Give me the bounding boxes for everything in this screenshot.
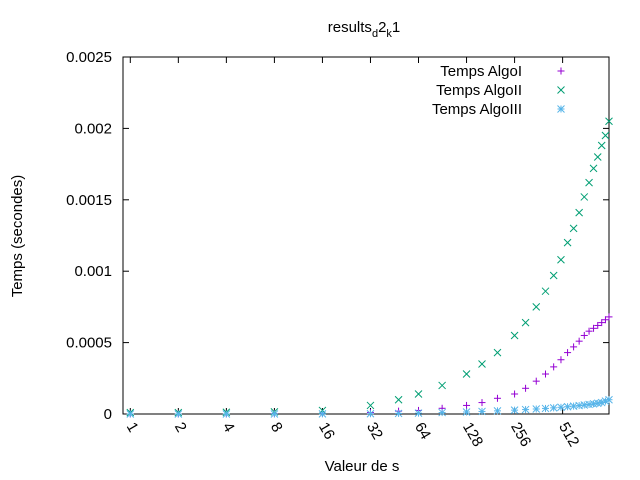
- data-point-series-0: [532, 377, 540, 385]
- data-point-series-1: [589, 164, 598, 173]
- x-axis-label: Valeur de s: [325, 458, 400, 475]
- data-point-series-1: [605, 117, 613, 126]
- data-point-series-0: [463, 401, 471, 409]
- x-tick-label: 128: [459, 420, 486, 450]
- data-point-series-0: [570, 343, 578, 351]
- data-point-series-2: [549, 404, 558, 412]
- data-point-series-1: [580, 193, 589, 201]
- data-point-series-1: [575, 208, 584, 217]
- legend-label: Temps AlgoIII: [432, 101, 522, 118]
- legend: Temps AlgoI Temps AlgoII Temps AlgoIII: [432, 63, 565, 118]
- data-point-series-1: [597, 141, 606, 150]
- y-tick-label: 0.0015: [66, 192, 112, 209]
- data-point-series-1: [549, 271, 558, 280]
- data-point-series-0: [542, 370, 550, 378]
- data-point-series-1: [394, 395, 403, 404]
- data-point-series-0: [511, 390, 519, 398]
- data-point-series-1: [366, 401, 375, 410]
- y-tick-label: 0.0025: [66, 49, 112, 66]
- y-tick-label: 0.002: [74, 120, 112, 137]
- data-point-series-2: [222, 410, 231, 418]
- data-point-series-0: [580, 331, 588, 339]
- x-tick-label: 2: [171, 420, 190, 436]
- data-point-series-1: [563, 238, 572, 247]
- data-point-series-1: [601, 131, 610, 140]
- data-point-series-1: [593, 153, 602, 161]
- data-point-series-2: [605, 395, 613, 404]
- data-point-series-2: [394, 409, 403, 418]
- data-point-series-1: [541, 287, 550, 296]
- data-point-series-2: [557, 403, 565, 412]
- x-tick-label: 256: [507, 420, 534, 450]
- data-point-series-2: [575, 401, 584, 410]
- data-point-series-2: [462, 408, 471, 416]
- data-point-series-2: [126, 410, 135, 418]
- plot-area-border: [122, 56, 610, 415]
- x-tick-label: 8: [267, 420, 286, 436]
- x-tick-label: 16: [315, 420, 338, 443]
- y-tick-label: 0: [104, 406, 112, 423]
- legend-label: Temps AlgoI: [440, 63, 522, 80]
- data-point-series-2: [541, 404, 550, 413]
- data-point-series-1: [569, 224, 578, 233]
- y-axis-ticks: 0 0.0005 0.001 0.0015 0.002 0.0025: [66, 49, 609, 423]
- data-point-series-2: [438, 408, 446, 417]
- data-point-series-0: [575, 337, 583, 345]
- data-point-series-1: [585, 178, 593, 187]
- x-tick-label: 64: [411, 420, 434, 443]
- legend-label: Temps AlgoII: [436, 82, 522, 99]
- data-point-series-1: [438, 381, 446, 390]
- data-point-series-2: [521, 405, 530, 414]
- data-point-series-0: [605, 313, 613, 321]
- data-point-series-1: [521, 318, 530, 327]
- y-tick-label: 0.001: [74, 263, 112, 280]
- x-tick-label: 4: [219, 420, 238, 436]
- data-point-series-0: [550, 363, 558, 371]
- data-point-series-2: [510, 406, 519, 414]
- data-point-series-1: [493, 348, 502, 357]
- data-point-series-2: [366, 409, 375, 418]
- data-point-series-2: [478, 407, 486, 416]
- data-point-series-2: [563, 402, 572, 411]
- x-tick-label: 1: [123, 420, 142, 436]
- legend-marker: [557, 86, 565, 94]
- y-tick-label: 0.0005: [66, 335, 112, 352]
- y-axis-label: Temps (secondes): [9, 175, 26, 298]
- legend-marker: [557, 67, 565, 75]
- data-point-series-0: [522, 384, 530, 392]
- data-point-series-1: [414, 390, 423, 398]
- data-point-series-0: [478, 399, 486, 407]
- data-point-series-2: [532, 405, 541, 413]
- data-point-series-1: [557, 255, 565, 264]
- data-points: [126, 117, 613, 418]
- data-point-series-0: [598, 319, 606, 327]
- x-tick-label: 32: [363, 420, 386, 443]
- data-point-series-1: [532, 303, 541, 311]
- data-point-series-1: [478, 360, 486, 368]
- chart-title: resultsd2k1: [328, 19, 401, 40]
- legend-marker: [557, 105, 565, 113]
- data-point-series-0: [585, 327, 593, 335]
- data-point-series-0: [557, 356, 565, 364]
- x-tick-label: 512: [555, 420, 582, 450]
- data-point-series-0: [594, 321, 602, 329]
- data-point-series-0: [493, 394, 501, 402]
- data-point-series-2: [174, 410, 183, 418]
- data-point-series-0: [564, 349, 572, 357]
- data-point-series-2: [493, 407, 502, 415]
- data-point-series-0: [601, 316, 609, 324]
- data-point-series-2: [318, 410, 327, 418]
- data-point-series-0: [590, 324, 598, 332]
- data-point-series-2: [270, 410, 279, 418]
- data-point-series-2: [414, 409, 423, 417]
- data-point-series-1: [462, 370, 471, 378]
- data-point-series-1: [510, 331, 519, 340]
